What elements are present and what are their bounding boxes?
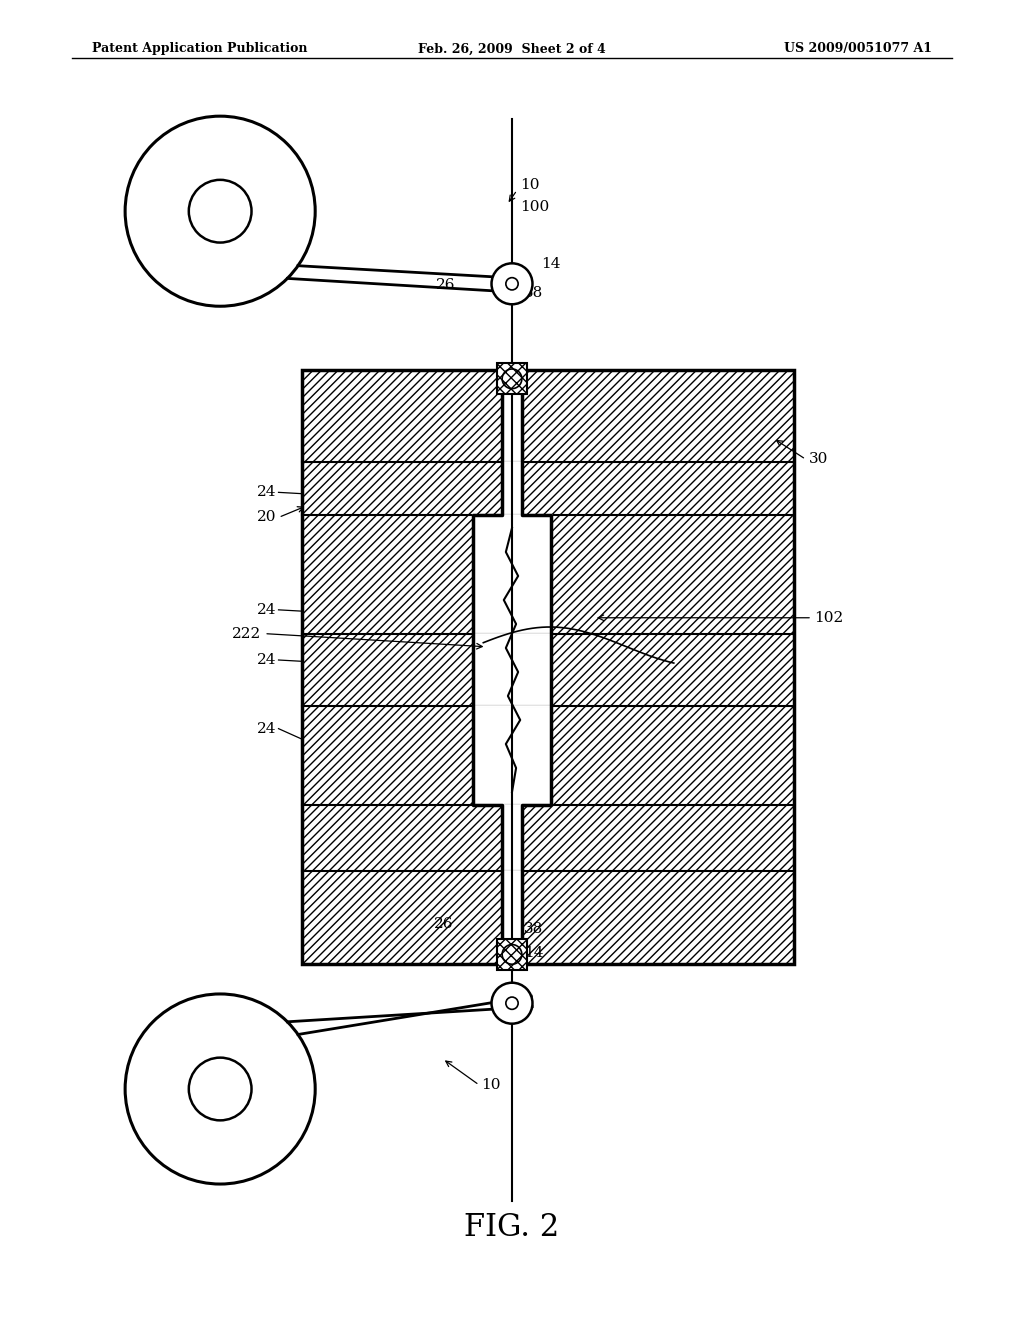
Circle shape — [125, 994, 315, 1184]
Text: US 2009/0051077 A1: US 2009/0051077 A1 — [783, 42, 932, 55]
Text: 14: 14 — [524, 946, 544, 960]
Text: 24: 24 — [257, 653, 276, 667]
Text: 222: 222 — [231, 627, 261, 640]
Text: 38: 38 — [524, 923, 544, 936]
Text: 24: 24 — [257, 486, 276, 499]
Circle shape — [125, 116, 315, 306]
Text: FIG. 2: FIG. 2 — [464, 1212, 560, 1243]
Bar — [302, 370, 794, 964]
Text: 10: 10 — [520, 178, 540, 191]
Text: 102: 102 — [814, 611, 844, 624]
Text: 12: 12 — [139, 181, 159, 194]
Text: Feb. 26, 2009  Sheet 2 of 4: Feb. 26, 2009 Sheet 2 of 4 — [418, 42, 606, 55]
Bar — [302, 370, 794, 964]
Text: 20: 20 — [257, 511, 276, 524]
Text: 30: 30 — [809, 453, 828, 466]
Bar — [502, 805, 522, 964]
Text: 10: 10 — [481, 1078, 501, 1092]
Text: 14: 14 — [541, 257, 560, 271]
Text: 26: 26 — [434, 917, 454, 931]
Text: 26: 26 — [436, 279, 456, 292]
Text: 24: 24 — [257, 603, 276, 616]
Text: 24: 24 — [257, 722, 276, 735]
Bar — [497, 939, 527, 970]
Text: Patent Application Publication: Patent Application Publication — [92, 42, 307, 55]
Bar — [473, 515, 551, 805]
Text: 12: 12 — [170, 1034, 189, 1047]
Bar — [497, 363, 527, 395]
Text: 100: 100 — [520, 201, 550, 214]
Circle shape — [492, 982, 532, 1024]
Circle shape — [492, 263, 532, 305]
Bar — [502, 370, 522, 515]
Text: 38: 38 — [524, 286, 544, 300]
